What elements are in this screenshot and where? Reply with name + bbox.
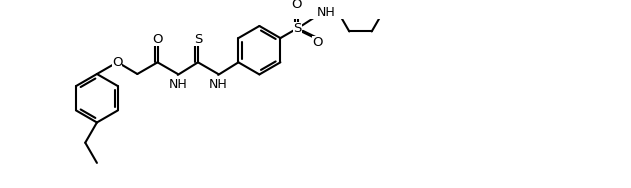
Text: S: S bbox=[293, 22, 302, 35]
Text: NH: NH bbox=[168, 78, 187, 92]
Text: O: O bbox=[312, 36, 322, 49]
Text: NH: NH bbox=[317, 5, 335, 18]
Text: O: O bbox=[152, 33, 163, 46]
Text: NH: NH bbox=[209, 78, 228, 92]
Text: S: S bbox=[194, 33, 202, 46]
Text: O: O bbox=[292, 0, 302, 11]
Text: O: O bbox=[112, 56, 122, 69]
